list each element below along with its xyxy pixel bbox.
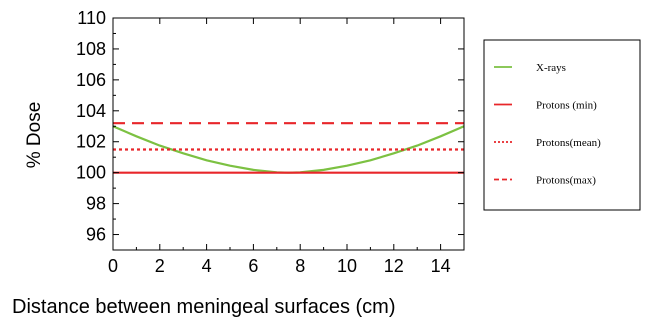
x-tick-label: 10 [337,256,357,276]
x-tick-label: 14 [431,256,451,276]
legend-label-1: X-rays [536,62,566,74]
y-axis-label: % Dose [24,102,45,169]
plot-frame [112,17,465,251]
x-tick-label: 6 [248,256,258,276]
y-tick-label: 98 [86,194,106,214]
legend: X-rays Protons (min) Protons(mean) Protons(… [483,39,641,211]
y-tick-label: 104 [76,101,106,121]
legend-label-2: Protons (min) [536,100,597,112]
legend-box [483,39,641,211]
plot-area [112,122,465,174]
y-tick-label: 106 [76,70,106,90]
y-tick-label: 102 [76,132,106,152]
legend-label-3: Protons(mean) [536,137,601,149]
legend-label-4: Protons(max) [536,175,596,187]
x-tick-label: 0 [108,256,118,276]
x-tick-label: 8 [295,256,305,276]
y-tick-label: 100 [76,163,106,183]
axes: 0 2 4 6 8 10 12 14 96 98 100 102 104 106 108 110 [76,8,465,276]
y-tick-label: 110 [77,8,106,28]
y-tick-label: 96 [86,225,106,245]
y-tick-label: 108 [76,39,106,59]
x-tick-label: 12 [384,256,404,276]
x-tick-label: 2 [155,256,165,276]
x-axis-label: Distance between meningeal surfaces (cm) [12,296,396,318]
x-tick-label: 4 [202,256,212,276]
